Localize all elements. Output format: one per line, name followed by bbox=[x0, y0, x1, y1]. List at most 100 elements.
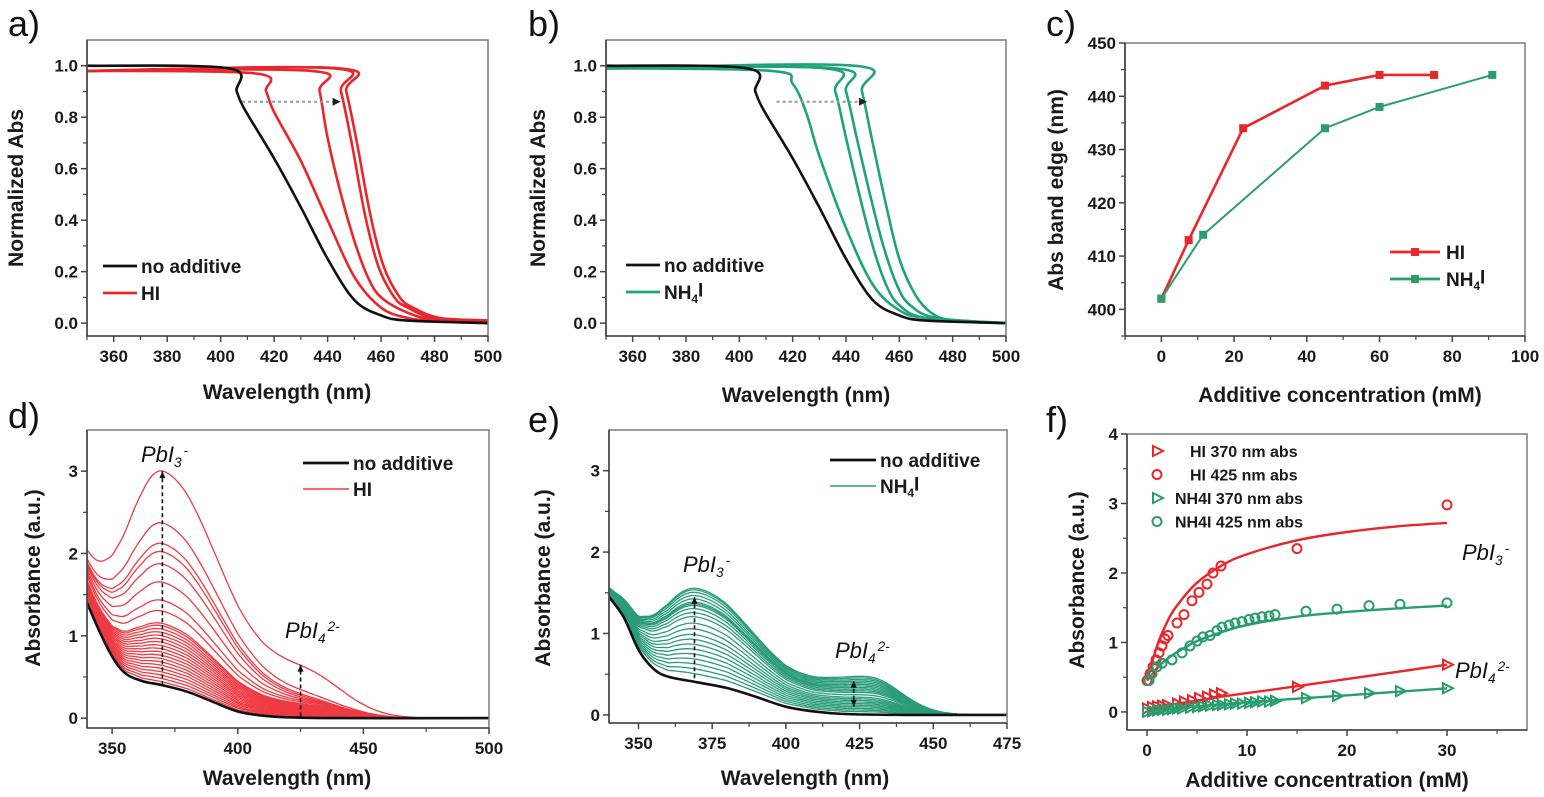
point-series-1-16 bbox=[1441, 499, 1453, 511]
y-tick-label: 450 bbox=[1088, 34, 1116, 53]
point-series-2-18 bbox=[1250, 695, 1264, 709]
point-series-3-24 bbox=[1441, 597, 1453, 609]
point-series-2-10 bbox=[1198, 699, 1212, 713]
legend-label: HI 425 nm abs bbox=[1190, 468, 1298, 485]
plot-area bbox=[605, 63, 1007, 325]
point-series-1-1 bbox=[1199, 230, 1208, 239]
point-series-3-4 bbox=[1166, 654, 1178, 666]
y-axis-title: Absorbance (a.u.) bbox=[22, 489, 45, 666]
point-series-3-22 bbox=[1363, 600, 1375, 612]
panel-label: d) bbox=[8, 395, 40, 436]
x-tick-label: 350 bbox=[624, 734, 652, 753]
point-series-1-11 bbox=[1193, 586, 1205, 598]
point-series-1-13 bbox=[1207, 567, 1219, 579]
y-tick-label: 4 bbox=[1109, 425, 1119, 444]
y-tick-label: 1.0 bbox=[573, 57, 597, 76]
x-tick-label: 440 bbox=[313, 347, 341, 366]
point-series-2-7 bbox=[1177, 701, 1191, 716]
arrowhead bbox=[859, 97, 867, 106]
point-series-1-0 bbox=[1157, 294, 1166, 303]
x-tick-label: 480 bbox=[420, 347, 448, 366]
point-series-1-12 bbox=[1201, 578, 1213, 590]
curve-series-0-0 bbox=[86, 69, 489, 323]
spectrum-curve-0 bbox=[86, 470, 489, 719]
legend-marker bbox=[1151, 516, 1163, 527]
spectrum-curve-15 bbox=[86, 587, 489, 719]
point-series-3-20 bbox=[1300, 605, 1312, 617]
point-series-1-15 bbox=[1291, 543, 1303, 555]
text-part: no additive bbox=[353, 454, 453, 475]
legend: HI 370 nm abs HI 425 nm abs NH4I 370 nm ab… bbox=[1151, 444, 1303, 532]
x-tick-label: 475 bbox=[993, 734, 1021, 753]
text-part: no additive bbox=[141, 257, 241, 278]
text-part: I bbox=[1480, 267, 1485, 288]
point-series-3-17 bbox=[1256, 611, 1268, 623]
text-part: - bbox=[184, 443, 189, 458]
point-series-1-7 bbox=[1162, 630, 1174, 642]
x-tick-label: 360 bbox=[100, 347, 128, 366]
spectrum-curve-7 bbox=[86, 575, 489, 719]
y-tick-label: 0 bbox=[591, 706, 600, 725]
y-tick-label: 0.6 bbox=[573, 160, 597, 179]
legend-label: HI bbox=[353, 480, 372, 501]
text-part: NH4I 370 nm abs bbox=[1175, 491, 1303, 508]
y-tick-label: 0.2 bbox=[573, 263, 597, 282]
y-tick-label: 0.8 bbox=[54, 108, 78, 127]
panel-label: f) bbox=[1046, 399, 1068, 440]
point-series-0-13 bbox=[1442, 658, 1456, 672]
curve-series-0-3 bbox=[86, 65, 489, 322]
curve-series-1-0 bbox=[86, 64, 489, 325]
species-label: PbI42- bbox=[285, 618, 340, 646]
x-tick-label: 400 bbox=[725, 347, 753, 366]
y-tick-label: 2 bbox=[1109, 564, 1118, 583]
point-series-1-4 bbox=[1488, 70, 1497, 79]
y-tick-label: 400 bbox=[1088, 300, 1116, 319]
text-part: 4 bbox=[1488, 671, 1496, 686]
curve-series-0-0 bbox=[605, 67, 1007, 325]
legend-marker bbox=[1151, 469, 1163, 480]
y-tick-label: 440 bbox=[1088, 87, 1116, 106]
x-tick-label: 400 bbox=[224, 739, 252, 758]
point-series-0-12 bbox=[1292, 680, 1306, 694]
y-tick-label: 0.2 bbox=[54, 263, 78, 282]
x-tick-label: 500 bbox=[474, 347, 502, 366]
point-series-2-16 bbox=[1237, 696, 1251, 711]
species-label: PbI3- bbox=[683, 552, 731, 580]
fit-line-0 bbox=[1145, 521, 1448, 682]
text-part: 2- bbox=[877, 639, 891, 654]
x-tick-label: 460 bbox=[885, 347, 913, 366]
x-tick-label: 440 bbox=[832, 347, 860, 366]
legend-label: no additive bbox=[353, 454, 453, 475]
line-series-0 bbox=[1160, 73, 1435, 300]
x-axis-title: Wavelength (nm) bbox=[203, 767, 371, 790]
line-series-1 bbox=[1160, 74, 1493, 300]
x-tick-label: 420 bbox=[778, 347, 806, 366]
y-tick-label: 2 bbox=[69, 544, 78, 563]
x-tick-label: 20 bbox=[1225, 347, 1244, 366]
y-tick-label: 1 bbox=[69, 627, 78, 646]
x-axis-title: Additive concentration (mM) bbox=[1185, 769, 1469, 792]
plot-area bbox=[85, 470, 490, 720]
point-series-3-5 bbox=[1176, 647, 1188, 659]
point-series-3-21 bbox=[1331, 603, 1343, 615]
text-part: I bbox=[698, 280, 703, 301]
point-series-2-25 bbox=[1395, 684, 1409, 698]
legend-label: NH4I bbox=[880, 474, 919, 500]
legend-label: HI bbox=[141, 284, 160, 305]
point-series-2-19 bbox=[1257, 694, 1271, 709]
legend-label: HI bbox=[1446, 243, 1465, 264]
point-series-0-10 bbox=[1209, 687, 1223, 702]
spectrum-no-additive bbox=[85, 602, 490, 720]
plot-area bbox=[1141, 499, 1456, 719]
point-series-0-9 bbox=[1202, 690, 1216, 704]
point-series-3-18 bbox=[1263, 610, 1275, 622]
text-part: PbI bbox=[1462, 540, 1495, 565]
panel-label: a) bbox=[8, 3, 40, 44]
x-tick-label: 40 bbox=[1297, 347, 1316, 366]
text-part: I bbox=[914, 474, 919, 495]
text-part: - bbox=[1505, 541, 1510, 556]
text-part: no additive bbox=[880, 451, 980, 472]
x-axis-title: Wavelength (nm) bbox=[203, 381, 371, 404]
x-tick-label: 425 bbox=[845, 734, 873, 753]
